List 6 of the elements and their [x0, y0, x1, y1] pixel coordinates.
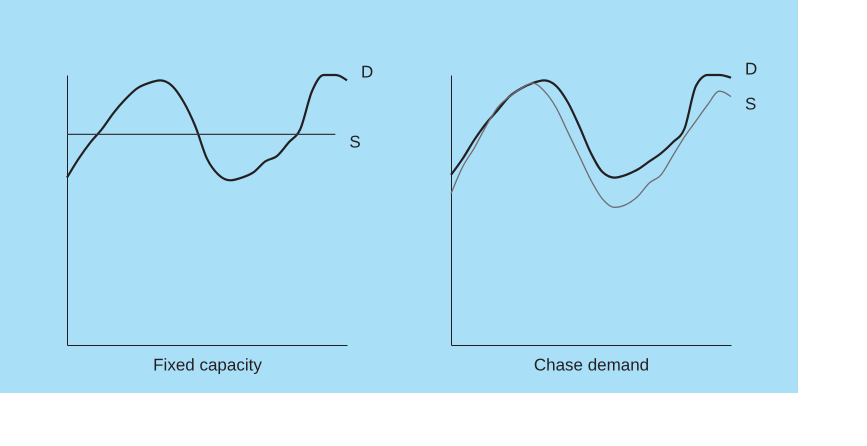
series-label: D — [361, 62, 374, 82]
x-axis-title: Chase demand — [534, 356, 650, 374]
series-label: S — [745, 94, 756, 114]
x-axis-title: Fixed capacity — [153, 356, 262, 374]
series-label: D — [745, 60, 758, 79]
series-label: S — [349, 132, 361, 152]
